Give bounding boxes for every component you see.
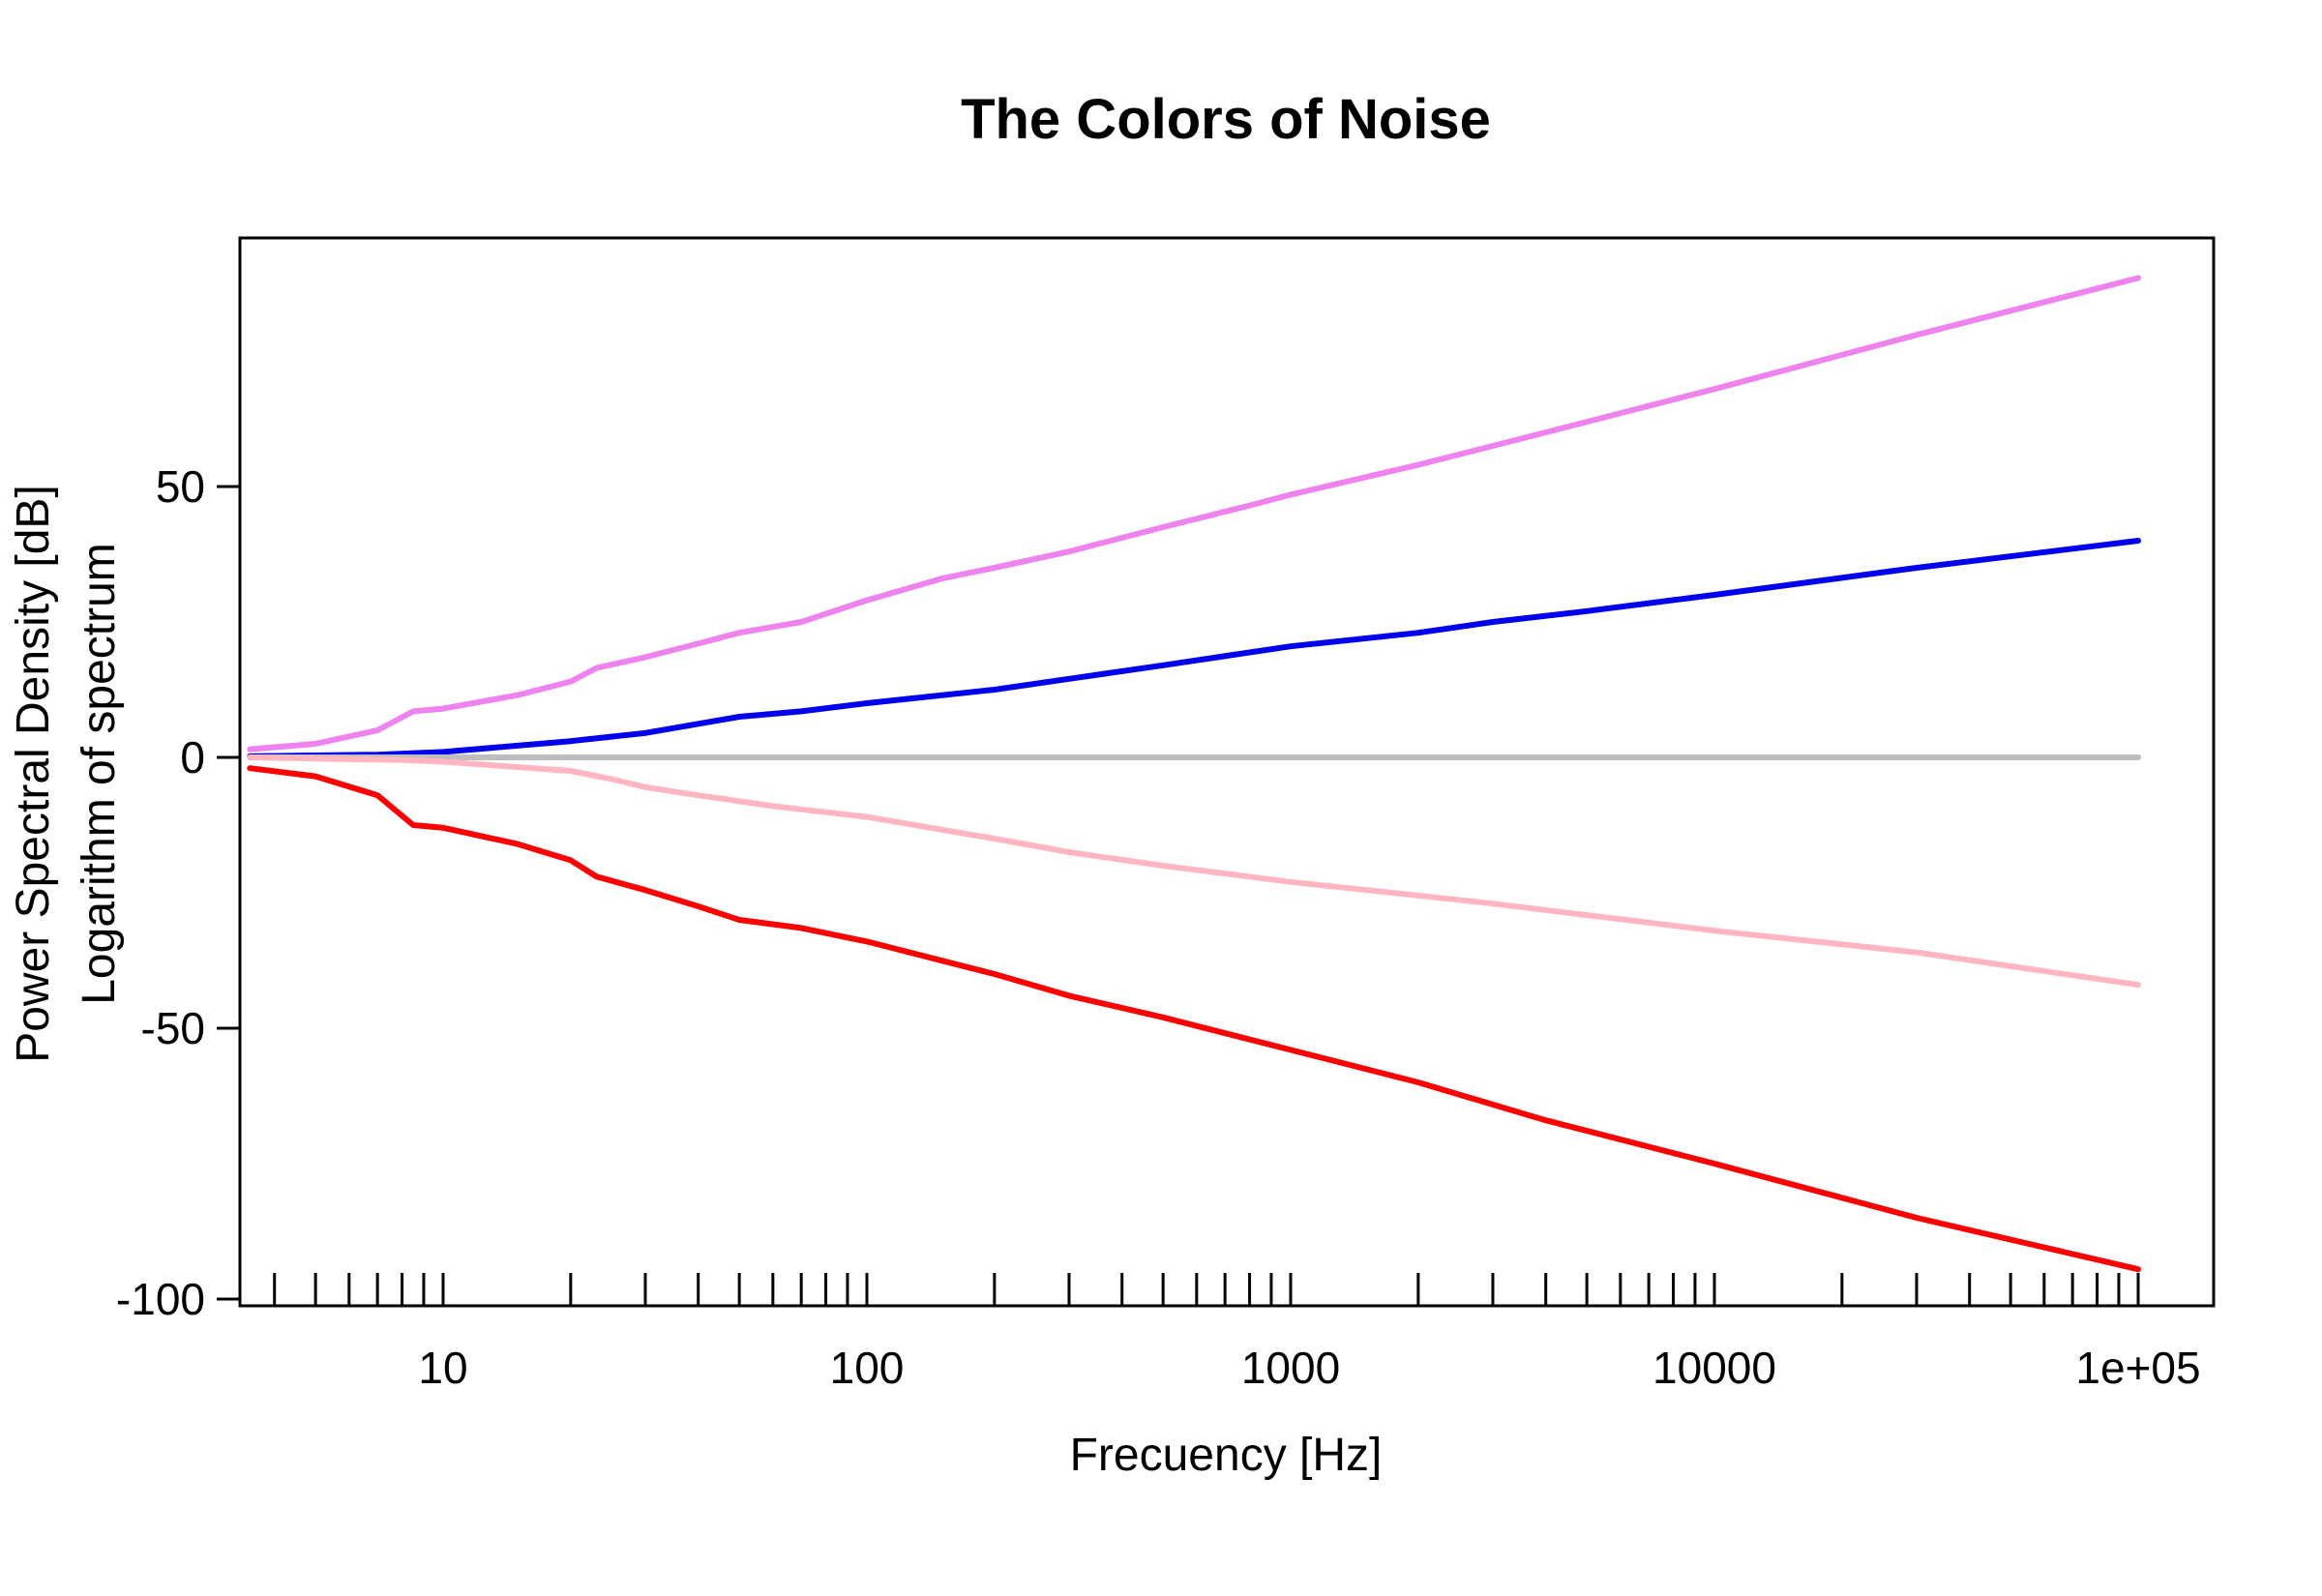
plot-frame xyxy=(238,236,2216,1308)
y-tick-label: -50 xyxy=(141,1003,205,1053)
x-axis-label: Frecuency [Hz] xyxy=(1070,1430,1383,1481)
chart-title: The Colors of Noise xyxy=(961,88,1491,151)
x-tick-label: 1000 xyxy=(1241,1343,1340,1393)
x-tick-label: 10000 xyxy=(1652,1343,1776,1393)
series-line-1 xyxy=(247,275,2141,753)
series-layer xyxy=(247,275,2141,1273)
y-tick-label: -100 xyxy=(116,1274,205,1324)
y-tick-label: 0 xyxy=(180,732,205,783)
y-tick-label: 50 xyxy=(156,461,205,512)
x-tick-label: 1e+05 xyxy=(2075,1343,2200,1393)
x-tick-label: 10 xyxy=(418,1343,467,1393)
x-tick-label: 100 xyxy=(830,1343,905,1393)
y-axis-label-line2: Logarithm of spectrum xyxy=(74,543,125,1005)
y-axis: 50 0 -50 -100 xyxy=(116,461,240,1324)
series-line-4 xyxy=(247,754,2141,989)
x-axis: 10 100 1000 10000 1e+05 xyxy=(273,1273,2201,1393)
series-line-2 xyxy=(247,538,2141,759)
y-axis-label-line1: Power Spectral Density [dB] xyxy=(8,485,59,1063)
series-line-5 xyxy=(247,765,2141,1273)
